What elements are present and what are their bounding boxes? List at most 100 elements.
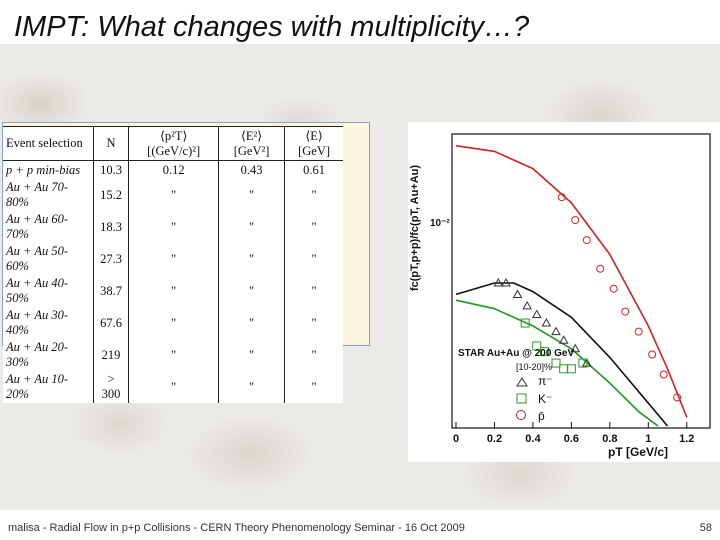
header-n: N (92, 126, 129, 161)
data-point (566, 364, 576, 374)
x-axis-label: pT [GeV/c] (608, 445, 668, 459)
table-cell: 219 (92, 339, 129, 371)
plot-frame (451, 133, 711, 429)
model-curve (455, 299, 659, 427)
data-point (609, 284, 618, 293)
table-cell: Au + Au 70-80% (6, 180, 69, 209)
table-cell: " (284, 179, 343, 211)
table-row: p + p min-bias 10.3 0.12 0.43 0.61 (3, 160, 343, 179)
table-row: Au + Au 40-50% 38.7 " " " (3, 275, 343, 307)
table-cell: " (217, 211, 285, 243)
header-e2: ⟨E²⟩ [GeV²] (217, 126, 285, 161)
data-point (659, 370, 668, 379)
table-cell: 18.3 (92, 211, 129, 243)
data-point (541, 318, 552, 327)
table-row: Au + Au 20-30% 219 " " " (3, 339, 343, 371)
table-cell: Au + Au 50-60% (6, 244, 69, 273)
table-cell: " (128, 211, 219, 243)
data-point (512, 289, 523, 298)
event-selection-table: Event selection N ⟨p²T⟩ [(GeV/c)²] ⟨E²⟩ … (3, 126, 343, 403)
table-cell: Au + Au 10-20% (6, 372, 69, 401)
legend-marker-antiproton (516, 410, 526, 420)
table-row: Au + Au 30-40% 67.6 " " " (3, 307, 343, 339)
spectrum-ratio-plot: 0 0.2 0.4 0.6 0.8 1 1.2 fc(pT,p+p)/fc(pT, Au+A… (408, 122, 720, 462)
table-cell: " (128, 275, 219, 307)
x-tick-label: 0.6 (564, 433, 579, 445)
header-event-selection: Event selection (3, 126, 94, 161)
legend-subtitle: [10-20]% (516, 362, 552, 372)
data-point (596, 264, 605, 273)
x-tick-label: 0.2 (487, 433, 502, 445)
legend: STAR Au+Au @ 200 GeV [10-20]% π⁻ K⁻ p̄ (458, 348, 574, 423)
chart-svg: 0 0.2 0.4 0.6 0.8 1 1.2 fc(pT,p+p)/fc(pT, Au+A… (409, 133, 711, 459)
data-point (531, 309, 542, 318)
model-curve (455, 282, 669, 427)
x-tick-label: 0.8 (602, 433, 617, 445)
x-tick-label: 1.2 (679, 433, 694, 445)
data-point (559, 364, 569, 374)
table-row: Au + Au 70-80% 15.2 " " " (3, 179, 343, 211)
legend-title: STAR Au+Au @ 200 GeV (458, 348, 574, 359)
data-point (493, 277, 504, 287)
data-point (578, 358, 588, 368)
model-curve (455, 144, 688, 418)
x-tick-label: 0 (453, 433, 459, 445)
x-tick-label: 1 (645, 433, 651, 445)
legend-marker-kaon (516, 393, 527, 404)
table-cell: 15.2 (92, 179, 129, 211)
data-point (557, 193, 566, 202)
header-pt2: ⟨p²T⟩ [(GeV/c)²] (128, 126, 219, 161)
table-cell: " (128, 243, 219, 275)
table-cell: " (284, 243, 343, 275)
legend-label-pion: π⁻ (538, 374, 553, 388)
data-point (551, 326, 561, 336)
table-cell: Au + Au 20-30% (6, 340, 69, 369)
table-cell: " (284, 275, 343, 307)
table-cell: 67.6 (92, 307, 129, 339)
table-cell: Au + Au 30-40% (6, 308, 69, 337)
slide-title: IMPT: What changes with multiplicity…? (14, 11, 530, 43)
data-point (522, 300, 533, 310)
y-tick-label: 10⁻² (430, 218, 450, 229)
table-cell: " (217, 179, 285, 211)
table-cell: Au + Au 40-50% (6, 276, 69, 305)
table-cell: " (284, 307, 343, 339)
table-row: Au + Au 60-70% 18.3 " " " (3, 211, 343, 243)
table-cell: 27.3 (92, 243, 129, 275)
data-point (551, 358, 561, 368)
data-point (539, 347, 549, 357)
data-point (571, 216, 580, 225)
data-point (648, 350, 657, 359)
table-cell: " (217, 339, 285, 371)
table-cell: " (128, 371, 219, 403)
table-cell: " (128, 339, 219, 371)
table-cell: 38.7 (92, 275, 129, 307)
table-cell: 0.61 (284, 160, 343, 179)
table-cell: p + p min-bias (3, 160, 94, 179)
table-cell: " (217, 307, 285, 339)
table-cell: " (284, 339, 343, 371)
table-cell: " (284, 371, 343, 403)
table-row: Au + Au 10-20% > 300 " " " (3, 371, 343, 403)
table-cell: " (217, 371, 285, 403)
data-point (673, 393, 682, 402)
slide-footer: malisa - Radial Flow in p+p Collisions -… (8, 522, 465, 534)
data-point (582, 236, 591, 245)
page-number: 58 (699, 522, 712, 534)
event-selection-table-panel: Event selection N ⟨p²T⟩ [(GeV/c)²] ⟨E²⟩ … (2, 122, 370, 403)
y-axis-label: fc(pT,p+p)/fc(pT, Au+Au) (409, 165, 421, 291)
legend-label-kaon: K⁻ (538, 392, 552, 406)
legend-marker-pion (516, 377, 528, 387)
data-point (501, 277, 511, 287)
data-point (520, 318, 530, 328)
data-point (621, 307, 630, 316)
legend-label-antiproton: p̄ (538, 409, 545, 423)
data-point (634, 327, 643, 336)
table-header-row: Event selection N ⟨p²T⟩ [(GeV/c)²] ⟨E²⟩ … (3, 126, 343, 161)
data-point (558, 335, 569, 344)
table-cell: " (284, 211, 343, 243)
table-row: Au + Au 50-60% 27.3 " " " (3, 243, 343, 275)
table-cell: " (128, 307, 219, 339)
table-cell: 10.3 (92, 160, 129, 179)
data-point (532, 341, 542, 351)
